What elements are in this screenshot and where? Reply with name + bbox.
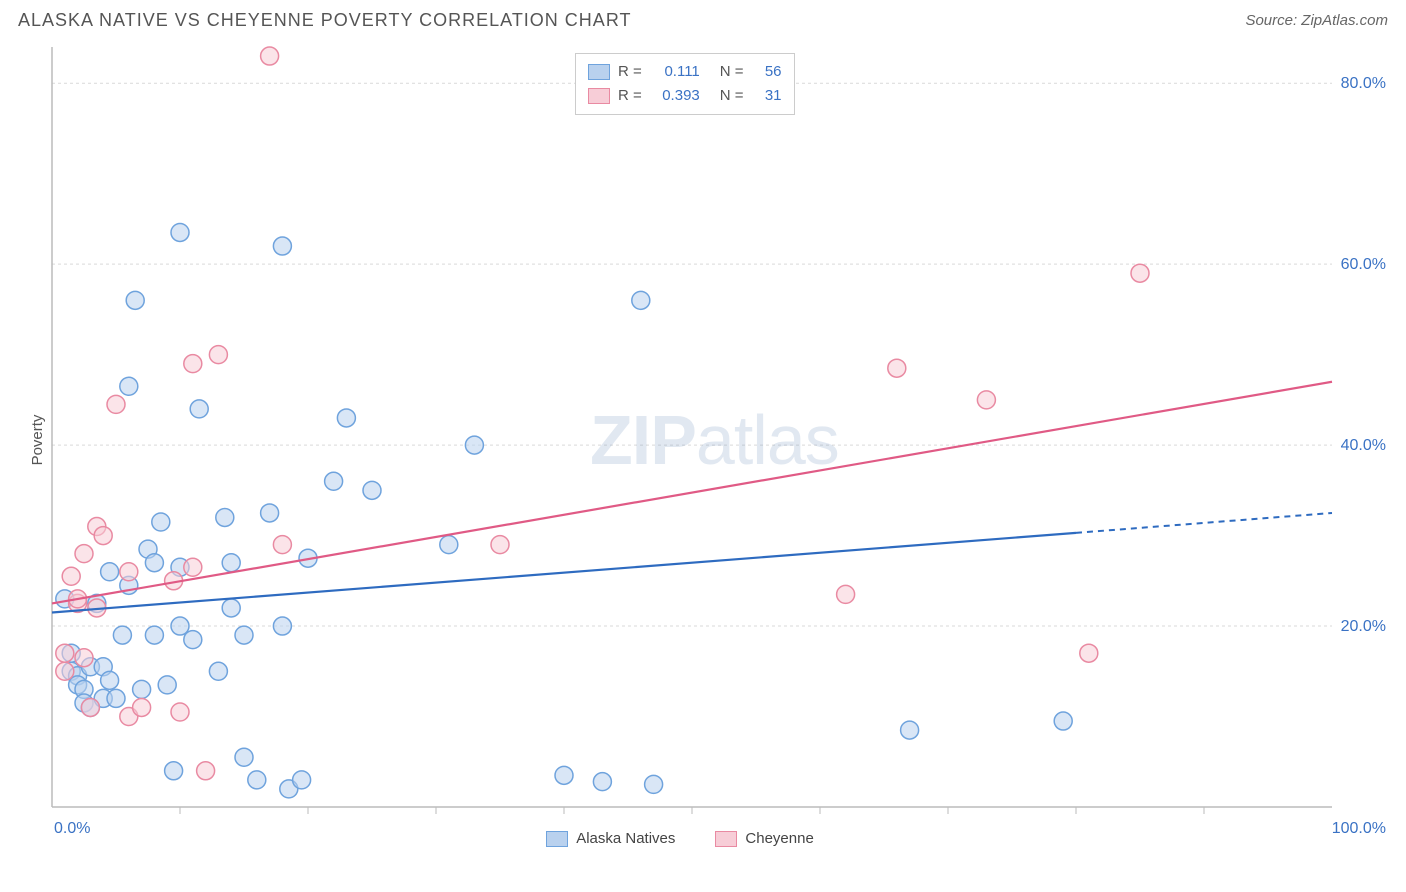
chart-container: Poverty 20.0%40.0%60.0%80.0%0.0%100.0% Z… bbox=[30, 35, 1390, 845]
legend-swatch-alaska bbox=[546, 831, 568, 847]
source-label: Source: ZipAtlas.com bbox=[1245, 12, 1388, 29]
chart-title: ALASKA NATIVE VS CHEYENNE POVERTY CORREL… bbox=[18, 10, 631, 31]
svg-text:40.0%: 40.0% bbox=[1341, 437, 1386, 454]
scatter-chart: 20.0%40.0%60.0%80.0%0.0%100.0% bbox=[30, 35, 1390, 845]
stats-legend: R =0.111N =56R =0.393N =31 bbox=[575, 53, 795, 115]
svg-text:20.0%: 20.0% bbox=[1341, 618, 1386, 635]
legend-label-alaska: Alaska Natives bbox=[576, 830, 675, 847]
legend-label-cheyenne: Cheyenne bbox=[745, 830, 813, 847]
svg-text:80.0%: 80.0% bbox=[1341, 75, 1386, 92]
legend-swatch-cheyenne bbox=[715, 831, 737, 847]
y-axis-label: Poverty bbox=[29, 415, 46, 466]
svg-text:100.0%: 100.0% bbox=[1332, 820, 1386, 837]
svg-text:60.0%: 60.0% bbox=[1341, 256, 1386, 273]
bottom-legend: Alaska Natives Cheyenne bbox=[30, 830, 1330, 847]
legend-item-cheyenne: Cheyenne bbox=[715, 830, 813, 847]
legend-item-alaska: Alaska Natives bbox=[546, 830, 675, 847]
